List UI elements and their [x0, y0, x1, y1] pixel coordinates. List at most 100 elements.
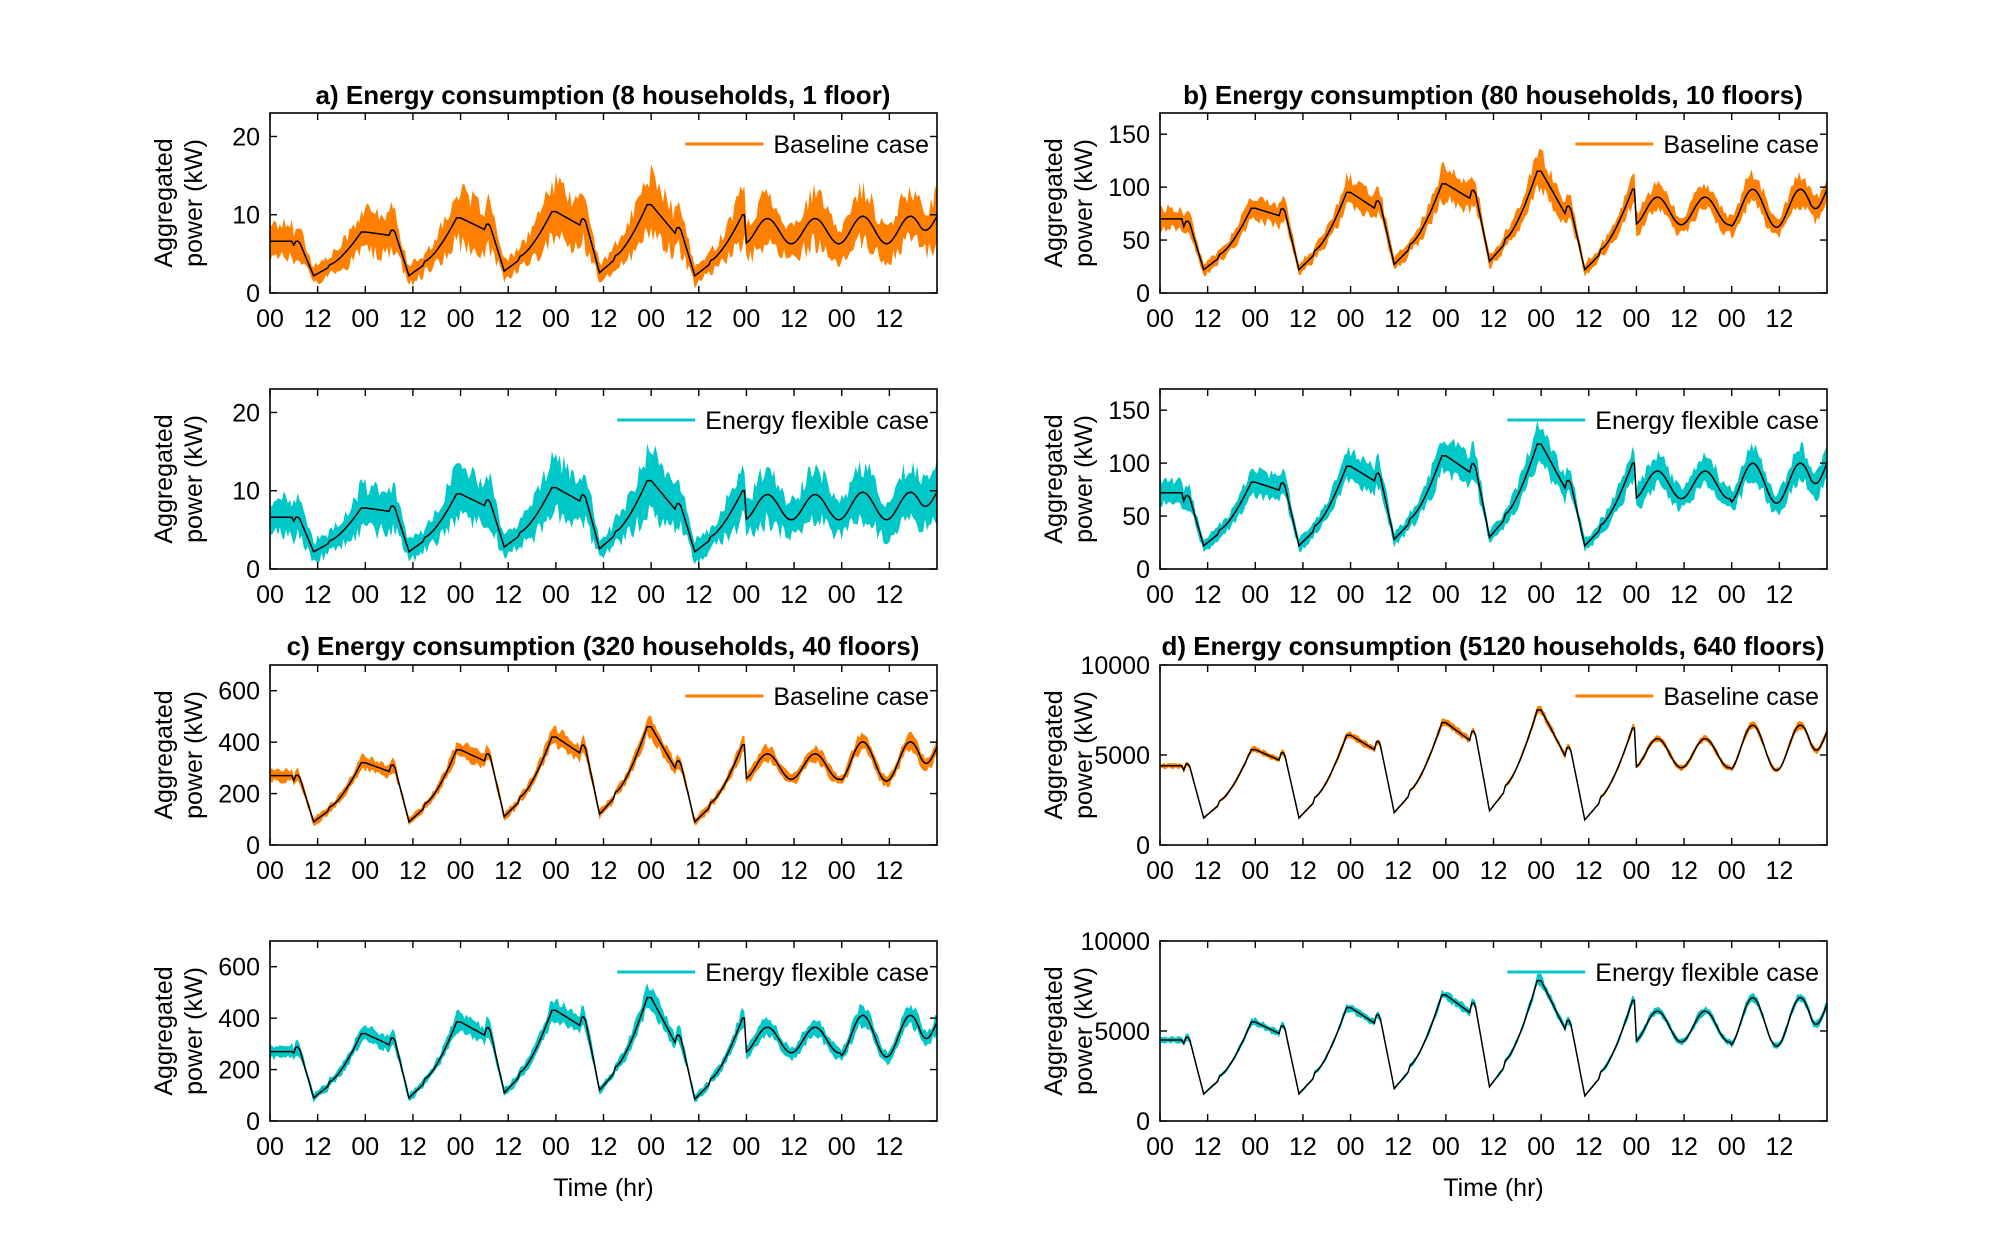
x-tick-label: 00 [447, 305, 475, 333]
x-tick-label: 00 [1432, 857, 1460, 885]
x-tick-label: 00 [542, 1133, 570, 1161]
x-tick-label: 00 [1241, 1133, 1269, 1161]
x-tick-label: 12 [1575, 857, 1603, 885]
x-tick-label: 00 [1527, 1133, 1555, 1161]
x-tick-label: 12 [1765, 581, 1793, 609]
x-tick-label: 12 [1194, 581, 1222, 609]
x-tick-label: 00 [1527, 857, 1555, 885]
x-tick-label: 12 [304, 1133, 332, 1161]
band-baseline [270, 164, 937, 289]
x-tick-label: 12 [1480, 857, 1508, 885]
mean-line [1160, 443, 1827, 548]
y-tick-label: 150 [1108, 121, 1150, 149]
x-tick-label: 00 [1337, 581, 1365, 609]
x-tick-label: 12 [875, 305, 903, 333]
x-tick-label: 12 [1384, 857, 1412, 885]
x-tick-label: 00 [1718, 857, 1746, 885]
x-tick-label: 00 [828, 581, 856, 609]
x-tick-label: 12 [1765, 1133, 1793, 1161]
x-tick-label: 12 [590, 1133, 618, 1161]
x-tick-label: 00 [256, 305, 284, 333]
legend-label: Baseline case [773, 131, 929, 159]
x-tick-label: 00 [1241, 581, 1269, 609]
mean-line [270, 479, 937, 554]
x-tick-label: 12 [780, 305, 808, 333]
x-tick-label: 00 [351, 1133, 379, 1161]
x-tick-label: 12 [399, 305, 427, 333]
y-tick-label: 200 [218, 1057, 260, 1085]
x-tick-label: 12 [1575, 581, 1603, 609]
x-tick-label: 00 [1146, 1133, 1174, 1161]
x-tick-label: 12 [1670, 857, 1698, 885]
x-tick-label: 12 [1480, 305, 1508, 333]
legend-label: Baseline case [1663, 683, 1819, 711]
x-tick-label: 12 [494, 1133, 522, 1161]
x-tick-label: 00 [733, 305, 761, 333]
x-tick-label: 12 [1670, 1133, 1698, 1161]
x-tick-label: 12 [1670, 581, 1698, 609]
y-tick-label: 0 [246, 1108, 260, 1136]
y-axis-label: Aggregatedpower (kW) [1040, 966, 1098, 1095]
mean-line [270, 996, 937, 1101]
x-tick-label: 12 [1384, 581, 1412, 609]
legend-label: Energy flexible case [1595, 959, 1819, 987]
band-baseline [1160, 148, 1827, 277]
x-tick-label: 12 [780, 581, 808, 609]
x-tick-label: 12 [304, 857, 332, 885]
x-tick-label: 12 [1480, 1133, 1508, 1161]
y-tick-label: 600 [218, 954, 260, 982]
x-tick-label: 00 [1718, 581, 1746, 609]
x-tick-label: 00 [256, 857, 284, 885]
x-tick-label: 00 [637, 1133, 665, 1161]
x-tick-label: 00 [1241, 305, 1269, 333]
x-tick-label: 12 [875, 581, 903, 609]
x-tick-label: 12 [780, 1133, 808, 1161]
x-tick-label: 00 [828, 305, 856, 333]
legend-label: Energy flexible case [705, 407, 929, 435]
mean-line [1160, 979, 1827, 1098]
y-axis-label: Aggregatedpower (kW) [150, 138, 208, 267]
x-tick-label: 00 [733, 857, 761, 885]
y-tick-label: 10000 [1080, 928, 1150, 956]
band-flexible [270, 983, 937, 1103]
x-tick-label: 00 [1146, 857, 1174, 885]
x-tick-label: 00 [637, 305, 665, 333]
y-tick-label: 0 [1136, 1108, 1150, 1136]
mean-line [270, 203, 937, 278]
x-tick-label: 00 [1146, 581, 1174, 609]
x-tick-label: 12 [1289, 857, 1317, 885]
panel-d-baseline: 0 5000 10000 00 12 00 12 00 12 00 12 00 12 00 12 00 12 Ag… [1040, 631, 1828, 885]
x-tick-label: 00 [1337, 857, 1365, 885]
x-tick-label: 12 [1384, 305, 1412, 333]
y-tick-label: 0 [246, 556, 260, 584]
y-tick-label: 100 [1108, 450, 1150, 478]
y-tick-label: 10000 [1080, 652, 1150, 680]
x-tick-label: 00 [447, 857, 475, 885]
x-tick-label: 00 [256, 581, 284, 609]
x-tick-label: 12 [1765, 857, 1793, 885]
legend-label: Energy flexible case [1595, 407, 1819, 435]
mean-line [1160, 709, 1827, 822]
x-tick-label: 00 [828, 1133, 856, 1161]
x-tick-label: 12 [1670, 305, 1698, 333]
panel-title: a) Energy consumption (8 households, 1 f… [316, 80, 891, 110]
legend-label: Baseline case [773, 683, 929, 711]
x-tick-label: 00 [1623, 857, 1651, 885]
x-tick-label: 00 [1337, 305, 1365, 333]
x-tick-label: 00 [1432, 1133, 1460, 1161]
y-tick-label: 400 [218, 1005, 260, 1033]
x-tick-label: 00 [1623, 581, 1651, 609]
x-tick-label: 12 [685, 857, 713, 885]
y-axis-label: Aggregatedpower (kW) [150, 690, 208, 819]
y-tick-label: 20 [232, 399, 260, 427]
x-tick-label: 12 [1575, 305, 1603, 333]
x-tick-label: 12 [399, 857, 427, 885]
y-axis-label: Aggregatedpower (kW) [1040, 138, 1098, 267]
panel-b-flexible: 0 50 100 150 00 12 00 12 00 12 00 12 00 12 00 12 00 12 Agg… [1040, 388, 1828, 609]
x-tick-label: 00 [1432, 581, 1460, 609]
x-tick-label: 12 [1194, 857, 1222, 885]
x-tick-label: 12 [1765, 305, 1793, 333]
y-tick-label: 0 [1136, 280, 1150, 308]
x-tick-label: 12 [685, 581, 713, 609]
